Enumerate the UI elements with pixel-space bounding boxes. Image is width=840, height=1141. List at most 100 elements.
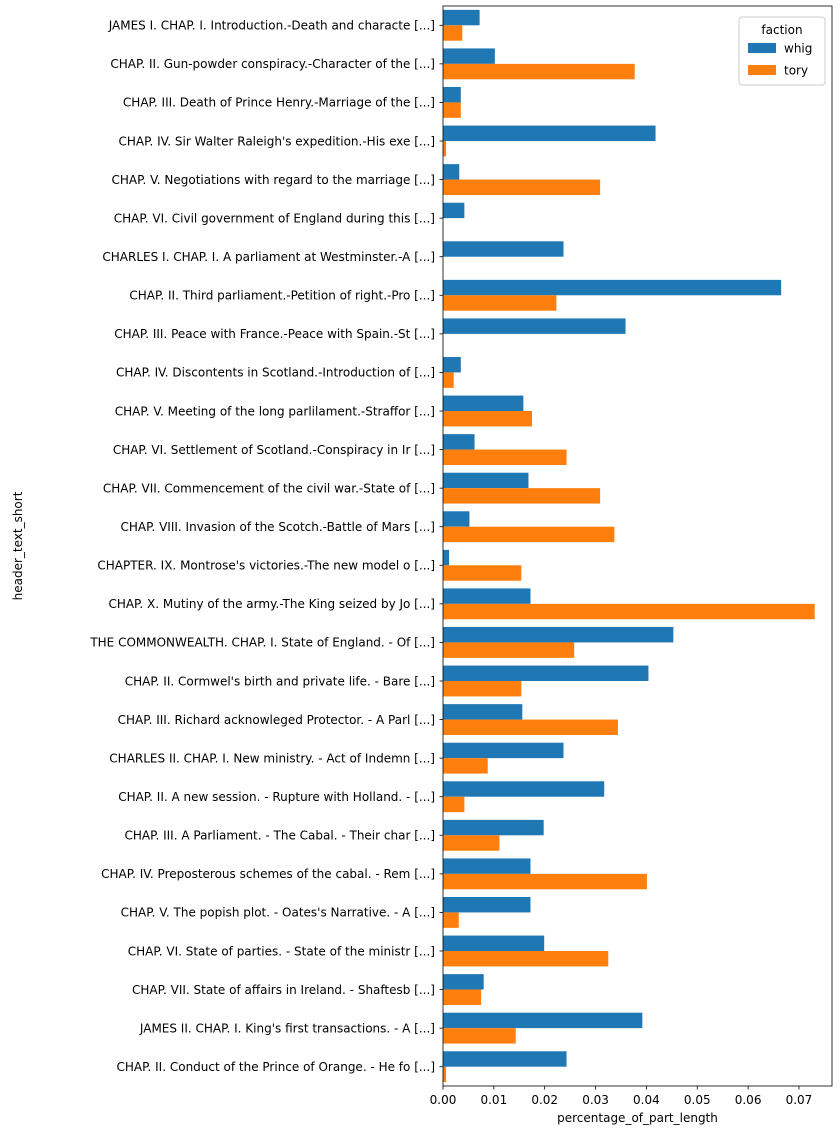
- bar-whig-15: [443, 588, 531, 604]
- y-tick-label: CHAP. II. A new session. - Rupture with …: [118, 790, 435, 804]
- y-axis-title: header_text_short: [11, 491, 25, 600]
- x-tick-label: 0.07: [786, 1093, 813, 1107]
- y-tick-label: CHAP. II. Conduct of the Prince of Orang…: [117, 1060, 435, 1074]
- x-axis-title: percentage_of_part_length: [557, 1111, 718, 1125]
- bar-tory-9: [443, 372, 454, 388]
- bar-whig-8: [443, 318, 626, 334]
- bar-tory-21: [443, 835, 500, 851]
- y-tick-label: CHAP. VI. Civil government of England du…: [114, 211, 435, 225]
- bar-tory-16: [443, 642, 575, 658]
- bar-tory-24: [443, 951, 609, 967]
- x-tick-label: 0.03: [582, 1093, 609, 1107]
- bar-tory-19: [443, 758, 488, 774]
- legend-title: faction: [761, 23, 802, 37]
- y-tick-label: CHAP. VI. Settlement of Scotland.-Conspi…: [113, 443, 435, 457]
- x-tick-label: 0.01: [480, 1093, 507, 1107]
- bar-tory-1: [443, 63, 635, 80]
- y-tick-label: CHAP. VII. Commencement of the civil war…: [103, 481, 435, 495]
- bar-whig-9: [443, 357, 461, 373]
- bar-tory-10: [443, 411, 532, 427]
- y-tick-label: THE COMMONWEALTH. CHAP. I. State of Engl…: [89, 636, 435, 650]
- legend-swatch-whig: [748, 43, 776, 53]
- legend-label-tory: tory: [784, 64, 808, 78]
- legend: faction whig tory: [738, 16, 826, 86]
- bar-whig-7: [443, 279, 782, 296]
- bar-whig-19: [443, 742, 564, 759]
- y-tick-label: CHAP. II. Gun-powder conspiracy.-Charact…: [110, 57, 435, 71]
- y-tick-label: CHAP. III. A Parliament. - The Cabal. - …: [125, 829, 436, 843]
- bar-tory-27: [443, 1066, 447, 1083]
- y-tick-label: JAMES II. CHAP. I. King's first transact…: [139, 1021, 435, 1035]
- bar-tory-17: [443, 681, 522, 697]
- y-tick-label: CHAP. IV. Preposterous schemes of the ca…: [101, 867, 435, 881]
- bar-whig-1: [443, 48, 495, 64]
- legend-swatch-tory: [748, 65, 776, 75]
- bar-whig-11: [443, 434, 475, 450]
- bar-tory-14: [443, 565, 522, 581]
- y-tick-label: CHAP. V. The popish plot. - Oates's Narr…: [121, 906, 435, 920]
- y-tick-label: CHAP. VII. State of affairs in Ireland. …: [132, 983, 435, 997]
- bar-whig-12: [443, 472, 529, 489]
- y-tick-label: CHAP. VIII. Invasion of the Scotch.-Batt…: [120, 520, 435, 534]
- bar-whig-17: [443, 665, 649, 681]
- bars-layer: [443, 9, 815, 1083]
- bar-whig-26: [443, 1012, 643, 1029]
- y-tick-label: CHARLES I. CHAP. I. A parliament at West…: [102, 250, 435, 264]
- bar-whig-6: [443, 241, 564, 257]
- bar-whig-3: [443, 125, 656, 141]
- y-tick-label: CHAP. IV. Sir Walter Raleigh's expeditio…: [118, 134, 435, 148]
- y-tick-label: CHAP. V. Meeting of the long parlilament…: [115, 404, 435, 418]
- y-tick-label: CHAPTER. IX. Montrose's victories.-The n…: [97, 559, 435, 573]
- x-tick-label: 0.06: [735, 1093, 762, 1107]
- x-tick-label: 0.04: [633, 1093, 660, 1107]
- y-tick-label: CHAP. III. Peace with France.-Peace with…: [114, 327, 435, 341]
- bar-whig-20: [443, 781, 605, 797]
- bar-whig-16: [443, 627, 674, 643]
- y-tick-label: CHAP. III. Death of Prince Henry.-Marria…: [123, 96, 435, 110]
- y-tick-label: CHAP. IV. Discontents in Scotland.-Intro…: [116, 366, 435, 380]
- bar-whig-10: [443, 395, 524, 411]
- bar-tory-3: [443, 141, 447, 157]
- legend-label-whig: whig: [784, 42, 812, 56]
- y-tick-label: JAMES I. CHAP. I. Introduction.-Death an…: [108, 19, 435, 33]
- bar-tory-0: [443, 25, 463, 41]
- bar-tory-22: [443, 873, 647, 890]
- x-tick-label: 0.05: [684, 1093, 711, 1107]
- y-tick-label: CHAP. V. Negotiations with regard to the…: [112, 173, 436, 187]
- y-tick-label: CHAP. X. Mutiny of the army.-The King se…: [108, 597, 435, 611]
- bar-whig-21: [443, 819, 544, 836]
- bar-tory-11: [443, 449, 567, 465]
- bar-whig-0: [443, 9, 480, 26]
- bar-whig-27: [443, 1051, 567, 1067]
- bar-tory-15: [443, 603, 815, 620]
- y-tick-labels: JAMES I. CHAP. I. Introduction.-Death an…: [89, 19, 443, 1074]
- bar-tory-7: [443, 295, 557, 311]
- y-tick-label: CHAP. VI. State of parties. - State of t…: [128, 944, 435, 958]
- bar-whig-2: [443, 87, 461, 103]
- x-tick-labels: 0.00 0.01 0.02 0.03 0.04 0.05 0.06 0.07: [430, 1086, 813, 1107]
- bar-tory-12: [443, 488, 601, 504]
- bar-tory-20: [443, 796, 465, 813]
- x-tick-label: 0.00: [430, 1093, 457, 1107]
- y-tick-label: CHAP. II. Third parliament.-Petition of …: [129, 289, 435, 303]
- bar-whig-24: [443, 935, 545, 951]
- bar-tory-18: [443, 719, 618, 735]
- bar-whig-22: [443, 858, 531, 874]
- bar-tory-26: [443, 1028, 516, 1044]
- bar-whig-14: [443, 549, 450, 566]
- bar-tory-23: [443, 912, 459, 928]
- bar-tory-13: [443, 526, 615, 543]
- bar-tory-25: [443, 989, 482, 1005]
- bar-whig-13: [443, 511, 470, 527]
- bar-whig-25: [443, 974, 484, 990]
- bar-whig-18: [443, 704, 523, 720]
- bar-whig-5: [443, 202, 465, 219]
- x-tick-label: 0.02: [531, 1093, 558, 1107]
- y-tick-label: CHARLES II. CHAP. I. New ministry. - Act…: [109, 751, 435, 765]
- y-tick-label: CHAP. II. Cormwel's birth and private li…: [125, 674, 435, 688]
- plot-frame: [442, 5, 833, 1087]
- bar-whig-4: [443, 164, 460, 180]
- bar-whig-23: [443, 897, 531, 913]
- legend-items: whig tory: [748, 42, 812, 78]
